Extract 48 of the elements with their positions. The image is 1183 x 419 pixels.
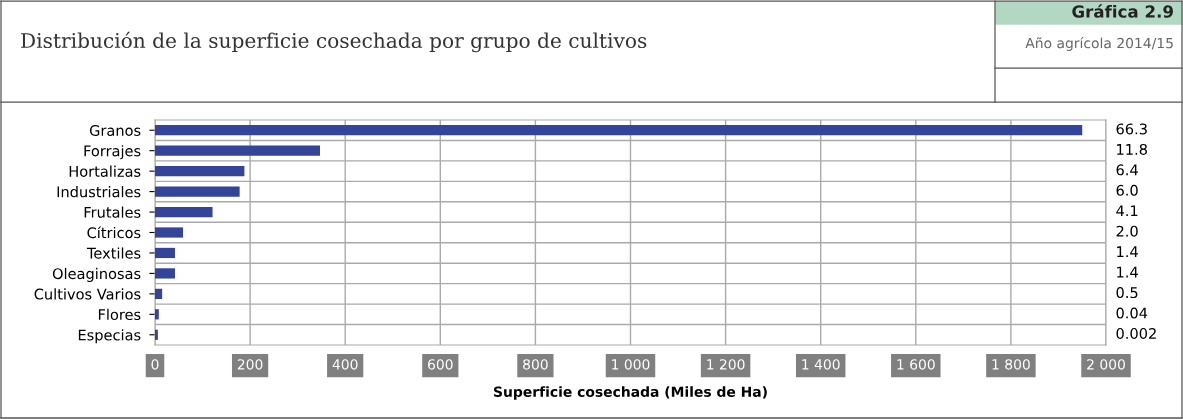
bar <box>155 206 213 218</box>
text: 2.0 <box>1116 225 1138 237</box>
y-tick-label: Textiles <box>86 247 141 259</box>
chart-title: Distribución de la superficie cosechada por grupo de cultivos <box>21 31 647 53</box>
x-tick-label: 1 400 <box>802 359 840 370</box>
text: 0.5 <box>1116 287 1138 299</box>
y-tick-label: Frutales <box>84 206 141 218</box>
x-tick-label: 600 <box>428 359 453 370</box>
text: 0.002 <box>1116 327 1156 339</box>
text: 6.0 <box>1116 184 1138 196</box>
bar <box>155 329 158 340</box>
bar <box>155 309 159 320</box>
x-tick-label: 2 000 <box>1087 359 1125 370</box>
text: 11.8 <box>1117 143 1147 155</box>
x-axis-title: Superficie cosechada (Miles de Ha) <box>493 386 767 400</box>
bar <box>155 125 1083 136</box>
chart-subtitle: Año agrícola 2014/15 <box>1025 37 1173 51</box>
y-tick-label: Forrajes <box>84 145 141 160</box>
text: 0.04 <box>1116 307 1148 319</box>
y-tick-label: Flores <box>98 308 141 321</box>
y-tick-label: Oleaginosas <box>52 267 141 282</box>
y-tick-label: Cultivos Varios <box>34 288 141 300</box>
y-tick-label: Hortalizas <box>69 165 141 177</box>
x-tick-label: 1 600 <box>897 359 935 370</box>
text: 1.4 <box>1117 246 1138 257</box>
text: 4.1 <box>1116 205 1138 217</box>
text: 66.3 <box>1116 123 1147 135</box>
x-tick-label: 800 <box>523 359 548 370</box>
x-tick-label: 1 000 <box>612 359 650 370</box>
x-tick-label: 1 800 <box>992 359 1030 370</box>
y-tick-label: Cítricos <box>87 226 141 239</box>
bar <box>155 288 163 299</box>
y-tick-label: Granos <box>89 124 141 136</box>
x-tick-label: 200 <box>237 359 263 370</box>
x-tick-label: 400 <box>332 359 358 370</box>
bar <box>155 268 175 279</box>
bar <box>155 247 175 259</box>
bar <box>155 166 245 177</box>
bar <box>155 227 184 238</box>
bar <box>155 145 320 156</box>
x-tick-label: 1 200 <box>707 359 745 370</box>
bar <box>155 186 240 197</box>
y-tick-label: Especias <box>78 329 141 344</box>
y-tick-label: Industriales <box>57 186 141 198</box>
text: 6.4 <box>1116 164 1138 176</box>
x-tick-label: 0 <box>151 359 159 370</box>
text: 1.4 <box>1117 266 1138 278</box>
text: Gráfica 2.9 <box>1072 4 1173 18</box>
